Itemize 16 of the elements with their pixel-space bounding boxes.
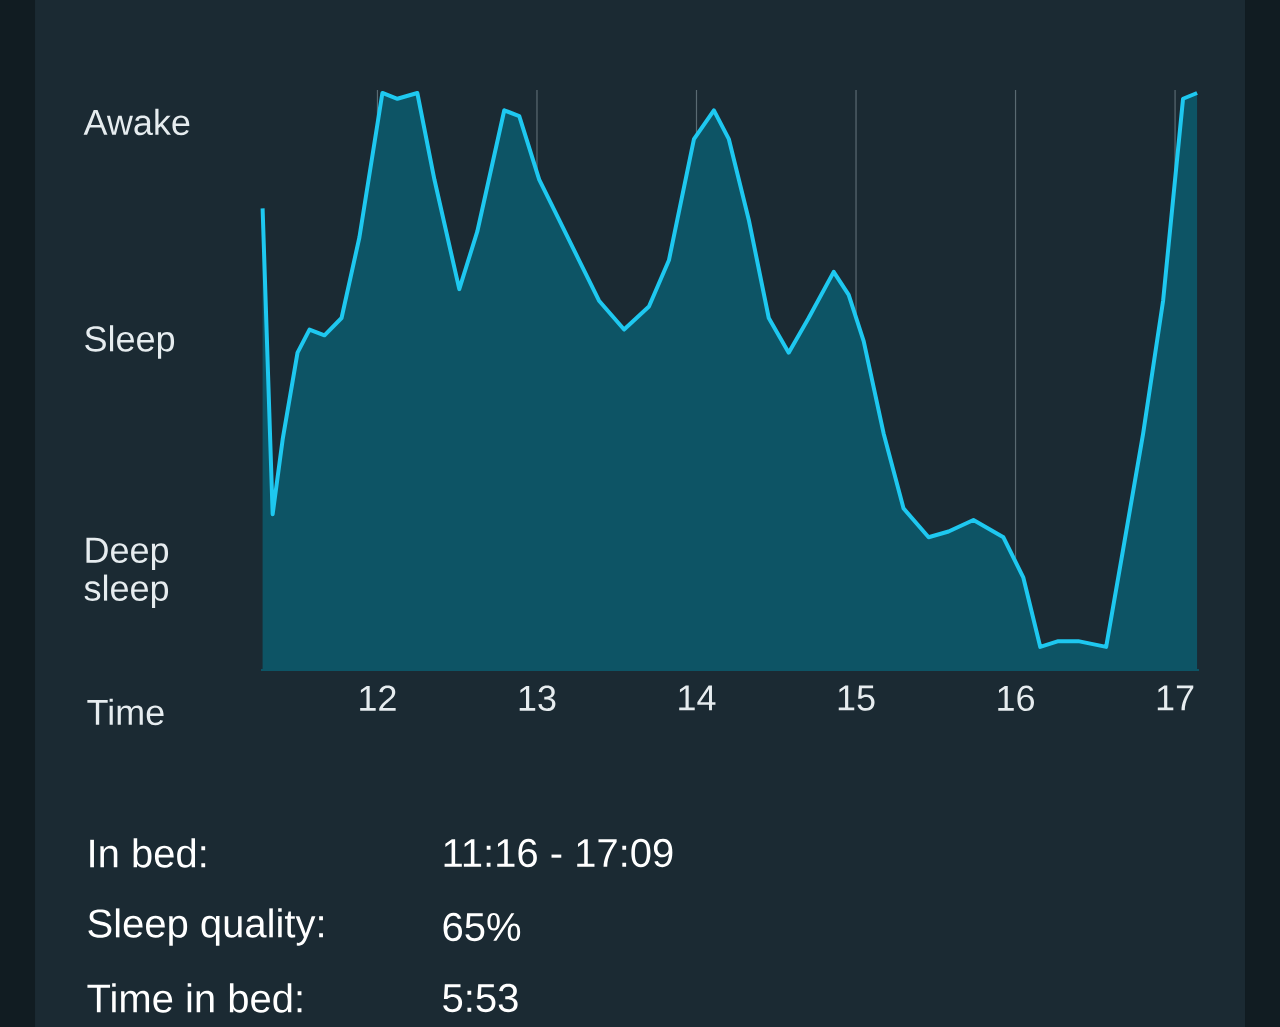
x-tick-label: 16 [998,685,1034,711]
text: Awake [83,108,190,136]
text: Sleep quality: [88,908,323,946]
text: 65% [443,912,521,942]
x-tick-label: 15 [838,685,875,711]
text: In bed: [90,838,206,868]
text: Time in bed: [87,983,302,1013]
x-tick-label: 13 [519,685,556,711]
x-tick-label: 12 [360,685,396,711]
x-tick-label: 17 [1157,685,1194,711]
text: 11:16 - 17:09 [444,838,673,868]
text: Deep sleep [84,537,169,609]
x-axis-title: Time [87,698,164,726]
x-tick-label: 14 [679,685,716,711]
text: Sleep [85,325,175,359]
text: 5:53 [443,983,518,1013]
